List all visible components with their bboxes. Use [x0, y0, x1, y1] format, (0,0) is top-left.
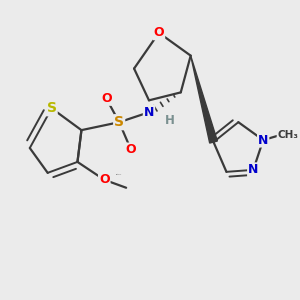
Text: S: S	[46, 101, 57, 115]
Text: N: N	[258, 134, 268, 147]
Text: N: N	[144, 106, 154, 119]
Text: methoxy: methoxy	[116, 174, 122, 175]
Text: H: H	[165, 114, 175, 127]
Text: O: O	[154, 26, 164, 39]
Text: O: O	[99, 173, 110, 186]
Text: CH₃: CH₃	[278, 130, 298, 140]
Polygon shape	[191, 56, 218, 143]
Text: S: S	[114, 115, 124, 129]
Text: O: O	[101, 92, 112, 105]
Text: O: O	[126, 143, 136, 157]
Text: N: N	[248, 164, 258, 176]
